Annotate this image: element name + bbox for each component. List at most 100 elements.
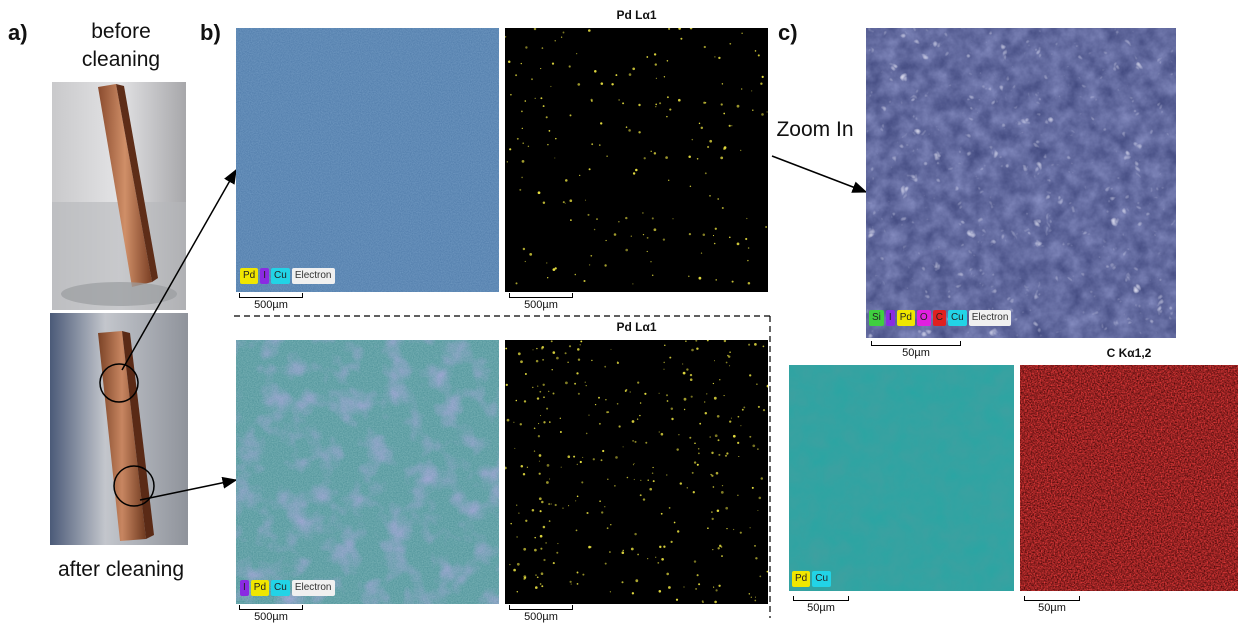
pd-dot [550,340,553,343]
pd-dot [509,563,511,566]
pd-dot [546,262,548,264]
pd-dot [725,506,729,510]
legend-chip-cu: Cu [812,571,832,587]
pd-dot [749,374,752,377]
pd-dot [736,104,740,108]
pd-dot [631,592,635,595]
pd-dot [666,96,669,99]
pd-dot [738,455,740,458]
pd-dot [540,97,543,100]
legend-b-top: Pd I Cu Electron [240,268,335,284]
pd-dot [737,415,740,418]
pd-dot [712,548,714,551]
pd-dot [751,486,754,489]
pd-dot [614,485,616,487]
pd-dot [712,235,715,237]
pd-dot [546,481,549,484]
pd-dot [535,574,537,576]
pd-dot [577,348,580,351]
pd-dot [625,248,629,252]
pd-dot [717,439,720,442]
pd-dot [706,393,708,395]
pd-dot [569,580,572,583]
legend-chip-electron: Electron [968,310,1012,326]
pd-dot [718,544,722,548]
pd-dot [610,524,612,526]
pd-dot [693,560,697,563]
pd-dot [548,503,551,506]
pd-dot [757,509,759,512]
pd-dot [552,268,556,271]
pd-dot [689,378,693,381]
pd-dot [605,398,607,401]
pd-dot [647,479,649,481]
pd-dot [524,260,526,263]
pd-dot [700,252,703,254]
pd-dot [569,114,572,117]
pd-dot [662,238,666,241]
before-cleaning-label: before cleaning [81,20,161,71]
pd-dot [505,383,508,387]
pd-dot [525,519,528,522]
pd-dot [516,504,518,506]
legend-chip-electron: Electron [291,580,335,596]
pd-dot [526,466,529,468]
pd-dot [720,103,723,106]
pd-dot [689,28,693,30]
pd-dot [703,45,706,49]
pd-dot [547,277,549,279]
pd-dot [678,28,681,30]
pd-dot [632,172,636,175]
pd-dot [732,528,735,531]
pd-dot [700,126,704,130]
pd-dot [525,46,528,49]
pd-dot [576,495,579,498]
pd-dot [632,67,636,71]
pd-dot [696,158,699,160]
pd-dot [611,83,614,86]
pd-dot [607,478,609,481]
pd-dot [638,131,641,134]
pd-dot [712,486,715,488]
pd-dot [718,56,721,60]
pd-dot [707,527,709,530]
pd-dot [588,264,591,266]
pd-dot [541,346,545,349]
pd-dot [637,381,640,384]
pd-dot [760,82,763,85]
pd-dot [605,239,607,242]
pd-dot [732,434,736,438]
pd-dot [675,598,679,601]
pd-dot [658,590,662,593]
pd-dot [737,494,739,497]
pd-dot [565,381,568,385]
pd-dot [584,381,586,383]
pd-dot [651,472,654,474]
pd-dot [520,62,522,65]
pd-dot [709,436,711,438]
pd-dot [510,93,512,96]
pd-dot [766,111,768,113]
pd-dot [564,202,566,204]
pd-dot [702,233,706,237]
arrow-to-bottom-map [139,476,238,501]
pd-dot [691,348,694,352]
pd-dot [646,56,649,58]
pd-dot [579,460,582,464]
pd-dot [639,414,641,417]
pd-dot [550,503,552,505]
pd-dot [643,157,646,160]
pd-dot [761,75,764,78]
pd-dot [537,191,541,195]
pd-dot [577,83,581,86]
legend-chip-pd: Pd [250,580,270,596]
pd-dot [640,479,642,482]
pd-dot [657,562,660,564]
pd-dot [721,555,723,558]
pd-dot [543,558,546,562]
pd-dot [629,391,631,393]
pd-dot [552,392,555,395]
pd-dot [534,536,536,539]
pd-dot [549,478,551,480]
pd-dot [540,68,542,70]
